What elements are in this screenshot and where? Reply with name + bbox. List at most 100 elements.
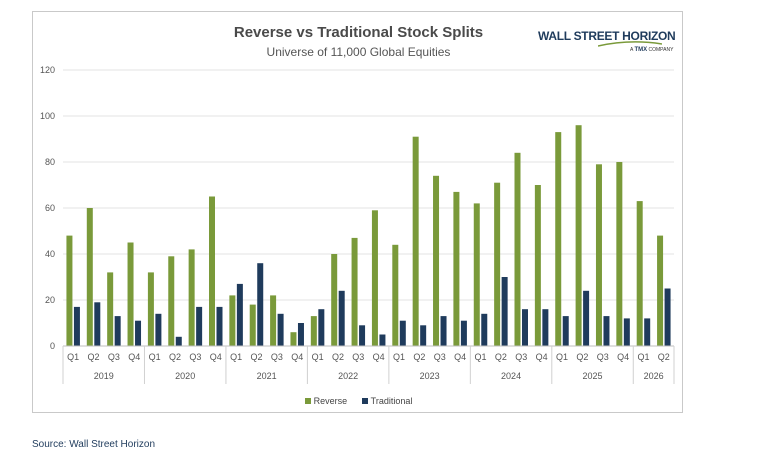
- logo-wordmark: WALL STREET HORIZON: [538, 29, 676, 43]
- x-tick-label: Q2: [658, 352, 670, 362]
- logo-swoosh-icon: [598, 41, 662, 47]
- bar-reverse-17: [412, 136, 419, 346]
- bar-reverse-10: [270, 295, 277, 346]
- bar-reverse-12: [310, 316, 317, 346]
- bar-reverse-15: [371, 210, 378, 346]
- bar-traditional-5: [175, 336, 182, 346]
- x-tick-label: Q2: [250, 352, 262, 362]
- bar-reverse-1: [86, 208, 93, 346]
- bar-reverse-3: [127, 242, 134, 346]
- year-label: 2024: [501, 371, 521, 381]
- bar-traditional-4: [155, 313, 162, 346]
- x-tick-label: Q1: [637, 352, 649, 362]
- bar-traditional-24: [562, 316, 569, 346]
- bar-traditional-17: [420, 325, 427, 346]
- bar-reverse-0: [66, 235, 73, 346]
- y-tick-label: 0: [50, 341, 55, 351]
- x-tick-label: Q3: [597, 352, 609, 362]
- bar-reverse-27: [616, 162, 623, 346]
- legend-item-reverse: Reverse: [304, 396, 348, 406]
- x-tick-label: Q3: [434, 352, 446, 362]
- year-label: 2026: [644, 371, 664, 381]
- bar-reverse-4: [147, 272, 154, 346]
- bar-traditional-22: [522, 309, 528, 346]
- x-tick-label: Q4: [617, 352, 629, 362]
- legend-swatch-reverse: [304, 398, 311, 404]
- bar-reverse-7: [209, 196, 215, 346]
- bar-traditional-19: [460, 320, 467, 346]
- bar-traditional-0: [73, 306, 80, 346]
- bar-reverse-9: [249, 304, 256, 346]
- chart-title: Reverse vs Traditional Stock Splits: [233, 24, 484, 41]
- x-tick-label: Q2: [88, 352, 100, 362]
- bar-traditional-13: [338, 290, 345, 346]
- y-tick-label: 120: [40, 65, 55, 75]
- bar-reverse-29: [657, 235, 664, 346]
- x-tick-label: Q2: [495, 352, 507, 362]
- x-tick-label: Q3: [352, 352, 364, 362]
- x-tick-label: Q4: [128, 352, 140, 362]
- bar-reverse-2: [107, 272, 114, 346]
- logo-subtitle: A TMX COMPANY: [630, 47, 673, 53]
- logo-sub-brand: TMX: [634, 47, 648, 53]
- x-tick-label: Q1: [230, 352, 242, 362]
- bar-traditional-18: [440, 316, 447, 346]
- x-tick-label: Q4: [291, 352, 303, 362]
- x-tick-label: Q4: [536, 352, 548, 362]
- bar-traditional-16: [399, 320, 406, 346]
- bar-reverse-22: [514, 152, 521, 346]
- x-tick-label: Q4: [454, 352, 466, 362]
- bar-reverse-18: [433, 175, 440, 346]
- logo-sub-prefix: A: [630, 47, 634, 53]
- wall-street-horizon-logo: WALL STREET HORIZON A TMX COMPANY: [538, 29, 678, 63]
- bar-traditional-29: [664, 288, 671, 346]
- bar-traditional-15: [379, 334, 386, 346]
- chart-subtitle: Universe of 11,000 Global Equities: [266, 45, 451, 59]
- bar-reverse-13: [331, 254, 338, 346]
- year-label: 2021: [257, 371, 277, 381]
- y-tick-label: 40: [45, 249, 55, 259]
- bar-traditional-9: [257, 263, 264, 346]
- legend-item-traditional: Traditional: [361, 396, 413, 406]
- bar-traditional-3: [135, 320, 142, 346]
- x-tick-label: Q1: [312, 352, 324, 362]
- bar-reverse-25: [575, 125, 582, 346]
- y-tick-label: 100: [40, 111, 55, 121]
- bar-traditional-7: [216, 306, 223, 346]
- bar-reverse-14: [351, 237, 358, 346]
- bar-reverse-19: [453, 191, 460, 346]
- bar-traditional-6: [196, 306, 203, 346]
- logo-sub-suffix: COMPANY: [648, 47, 674, 53]
- x-tick-label: Q1: [67, 352, 79, 362]
- bar-traditional-21: [501, 277, 508, 346]
- bar-reverse-8: [229, 295, 236, 346]
- bar-reverse-26: [595, 164, 602, 346]
- x-tick-label: Q2: [413, 352, 425, 362]
- legend-label-reverse: Reverse: [313, 396, 348, 406]
- x-tick-label: Q1: [556, 352, 568, 362]
- bar-traditional-12: [318, 309, 325, 346]
- year-label: 2025: [583, 371, 603, 381]
- bar-reverse-28: [636, 201, 643, 346]
- legend-label-traditional: Traditional: [370, 396, 413, 406]
- year-label: 2023: [420, 371, 440, 381]
- bar-traditional-2: [114, 316, 121, 346]
- chart-frame: Reverse vs Traditional Stock Splits Univ…: [32, 11, 683, 413]
- x-tick-label: Q2: [332, 352, 344, 362]
- legend-swatch-traditional: [361, 398, 368, 404]
- bar-reverse-11: [290, 332, 297, 346]
- bar-traditional-27: [623, 318, 630, 346]
- source-note: Source: Wall Street Horizon: [32, 439, 156, 450]
- bar-reverse-20: [473, 203, 480, 346]
- bar-traditional-25: [583, 290, 590, 346]
- x-tick-label: Q1: [475, 352, 487, 362]
- bar-traditional-11: [297, 323, 304, 346]
- x-tick-label: Q4: [373, 352, 385, 362]
- x-tick-label: Q3: [271, 352, 283, 362]
- year-label: 2022: [338, 371, 358, 381]
- bar-traditional-8: [236, 283, 243, 346]
- bar-traditional-14: [359, 325, 366, 346]
- bar-traditional-28: [644, 318, 651, 346]
- bar-reverse-21: [494, 182, 501, 346]
- bar-traditional-1: [94, 302, 101, 346]
